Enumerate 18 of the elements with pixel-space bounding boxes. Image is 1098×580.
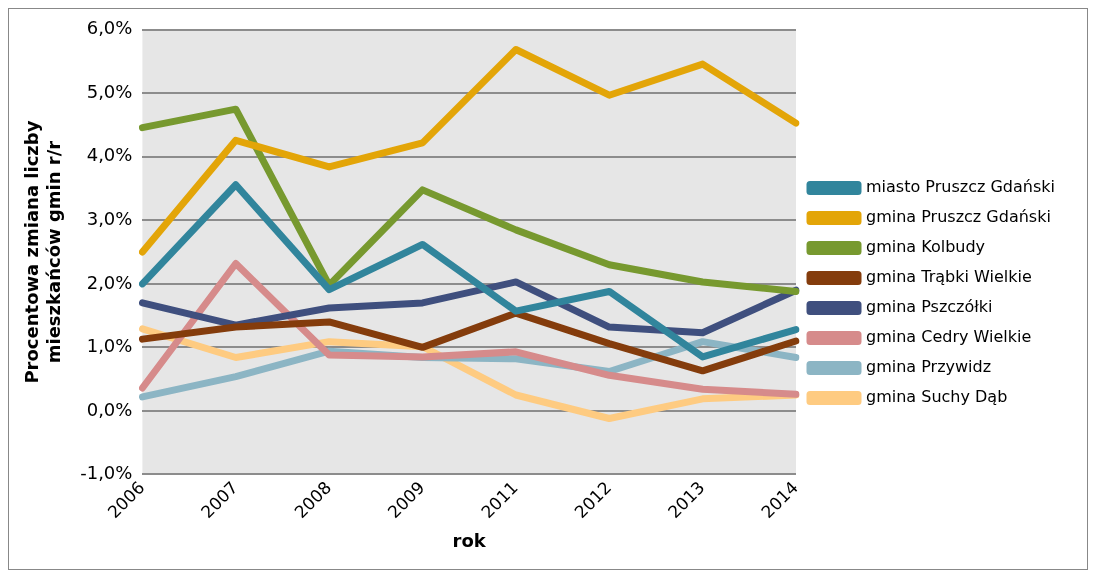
- legend-label: gmina Kolbudy: [866, 237, 986, 257]
- y-axis-title: Procentowa zmiana liczby mieszkańców gmin r/r: [21, 120, 65, 384]
- legend-label: miasto Pruszcz Gdański: [866, 177, 1055, 197]
- y-tick-label: 5,0%: [86, 80, 133, 102]
- legend-label: gmina Przywidz: [866, 357, 992, 377]
- y-tick-label: 0,0%: [86, 398, 133, 420]
- legend-label: gmina Trąbki Wielkie: [866, 267, 1032, 287]
- legend-label: gmina Suchy Dąb: [866, 387, 1008, 407]
- y-tick-label: -1,0%: [80, 462, 133, 484]
- y-tick-label: 4,0%: [86, 144, 133, 166]
- legend-label: gmina Cedry Wielkie: [866, 327, 1032, 347]
- y-tick-label: 6,0%: [86, 17, 133, 39]
- legend-label: gmina Pszczółki: [866, 297, 993, 317]
- y-tick-label: 2,0%: [86, 271, 133, 293]
- y-tick-label: 3,0%: [86, 208, 133, 230]
- x-axis-title: rok: [452, 529, 487, 551]
- legend-label: gmina Pruszcz Gdański: [866, 207, 1051, 227]
- y-tick-label: 1,0%: [86, 335, 133, 357]
